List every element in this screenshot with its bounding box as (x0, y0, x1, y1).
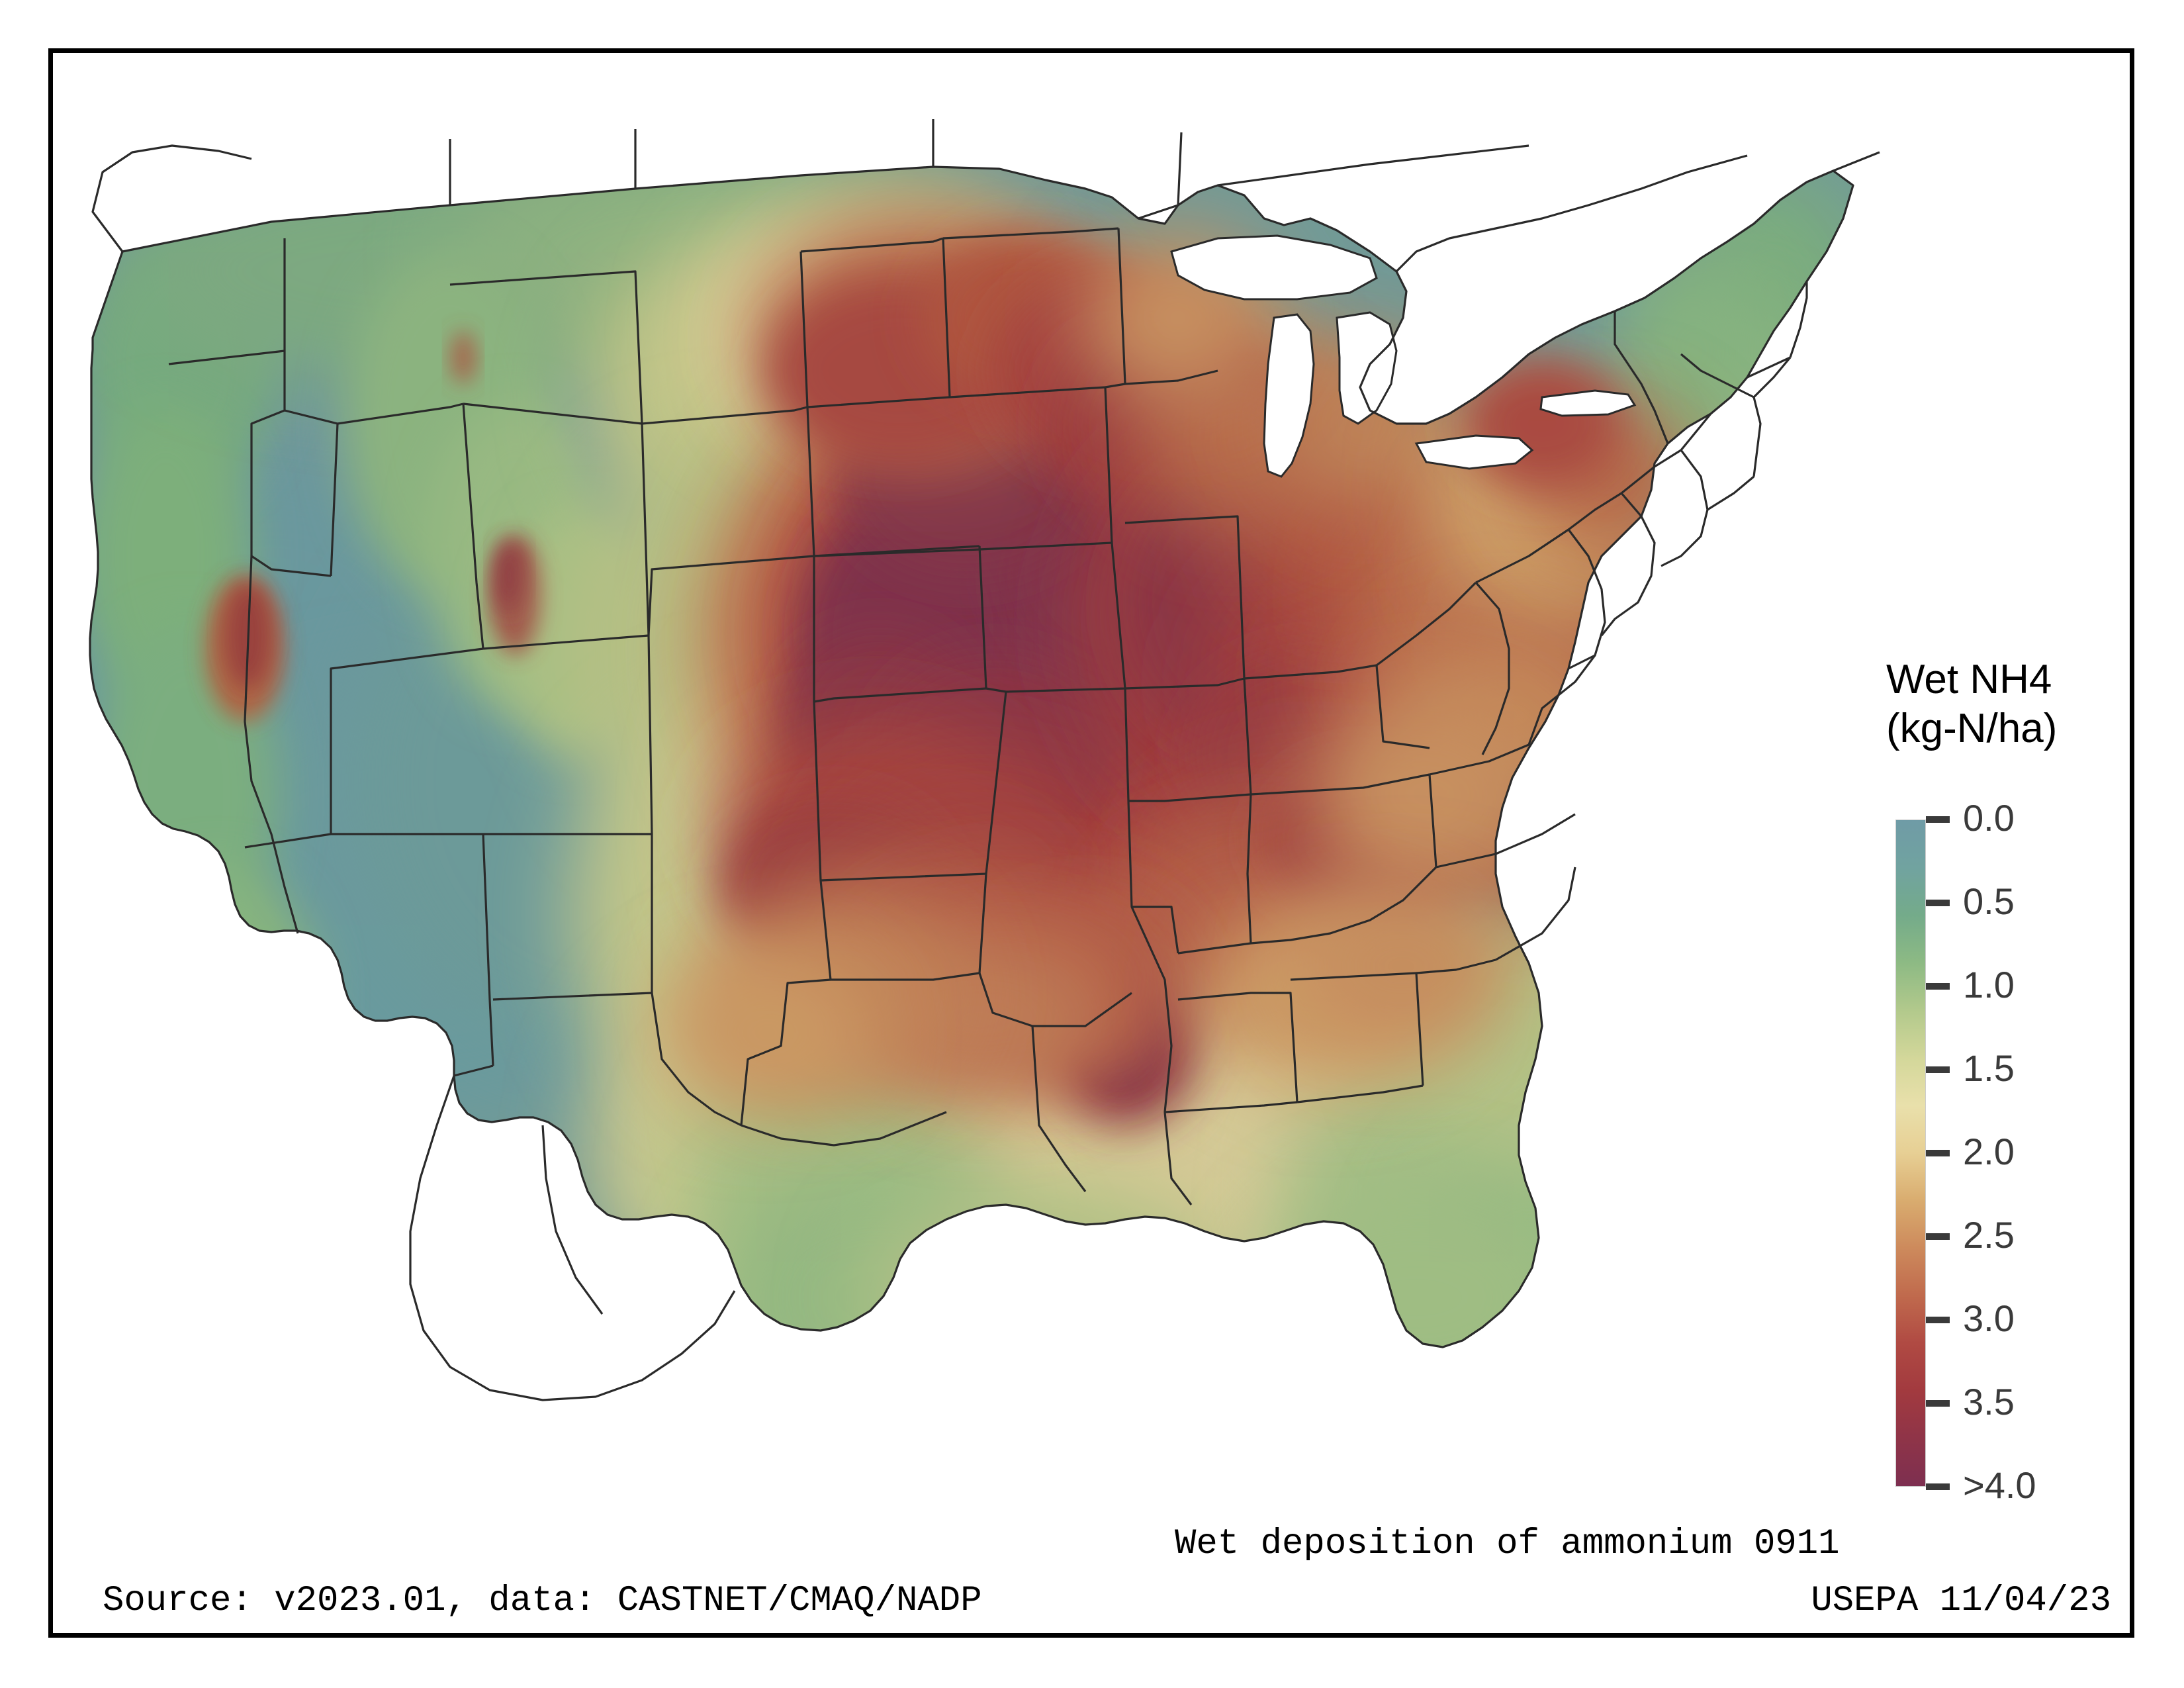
colorbar-tick-mark (1926, 983, 1950, 990)
colorbar-tick-label: 3.0 (1963, 1297, 2015, 1339)
colorbar-tick-mark (1926, 1400, 1950, 1407)
deposition-map (53, 53, 1886, 1529)
colorbar-tick-label: 2.0 (1963, 1131, 2015, 1172)
colorbar-tick-label: 1.0 (1963, 964, 2015, 1006)
colorbar-tick-label: 1.5 (1963, 1047, 2015, 1089)
map-caption: Wet deposition of ammonium 0911 (1175, 1524, 1840, 1564)
colorbar-tick-mark (1926, 1150, 1950, 1156)
map-boundaries (89, 119, 1880, 1401)
great-lakes (1170, 234, 1637, 478)
colorbar-tick-label: >4.0 (1963, 1464, 2036, 1506)
colorbar-tick-label: 0.5 (1963, 880, 2015, 922)
colorbar-tick-mark (1926, 816, 1950, 823)
legend-title-line1: Wet NH4 (1886, 657, 2052, 702)
colorbar-tick-mark (1926, 1483, 1950, 1490)
colorbar-tick-mark (1926, 1066, 1950, 1073)
colorbar-tick-mark (1926, 900, 1950, 906)
colorbar-tick-label: 2.5 (1963, 1214, 2015, 1256)
colorbar-legend: Wet NH4 (kg-N/ha) 0.0 0.5 1.0 1.5 2.0 2.5 3.0 3.… (1880, 655, 2131, 1516)
agency-datestamp: USEPA 11/04/23 (1811, 1581, 2111, 1621)
legend-title: Wet NH4 (kg-N/ha) (1886, 655, 2131, 753)
colorbar-container: 0.0 0.5 1.0 1.5 2.0 2.5 3.0 3.5 >4.0 (1895, 798, 2094, 1506)
colorbar-tick-mark (1926, 1317, 1950, 1323)
colorbar-tick-mark (1926, 1233, 1950, 1240)
colorbar-tick-label: 3.5 (1963, 1381, 2015, 1423)
legend-title-line2: (kg-N/ha) (1886, 706, 2058, 751)
colorbar-gradient (1895, 820, 1926, 1487)
colorbar-tick-label: 0.0 (1963, 797, 2015, 839)
map-canvas (89, 119, 1880, 1401)
source-attribution: Source: v2023.01, data: CASTNET/CMAQ/NAD… (103, 1581, 982, 1621)
deposition-raster (90, 167, 1853, 1347)
